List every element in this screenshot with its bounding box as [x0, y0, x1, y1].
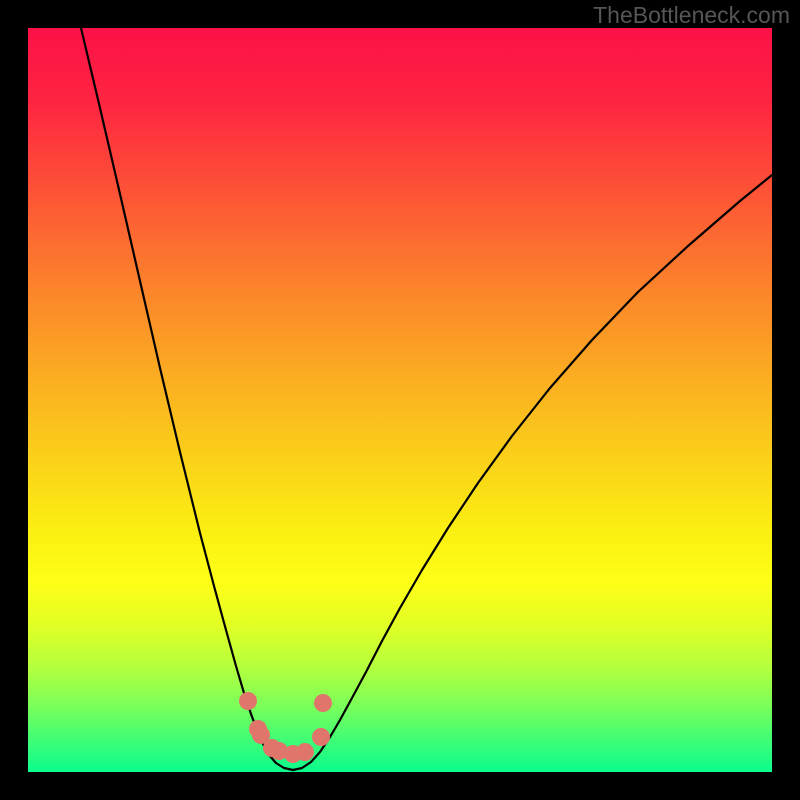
marker-dot [297, 744, 314, 761]
gradient-background [28, 28, 772, 772]
watermark-text: TheBottleneck.com [593, 2, 790, 29]
marker-dot [315, 695, 332, 712]
chart-svg [0, 0, 800, 800]
marker-dot [313, 729, 330, 746]
chart-canvas: TheBottleneck.com [0, 0, 800, 800]
marker-dot [240, 693, 257, 710]
